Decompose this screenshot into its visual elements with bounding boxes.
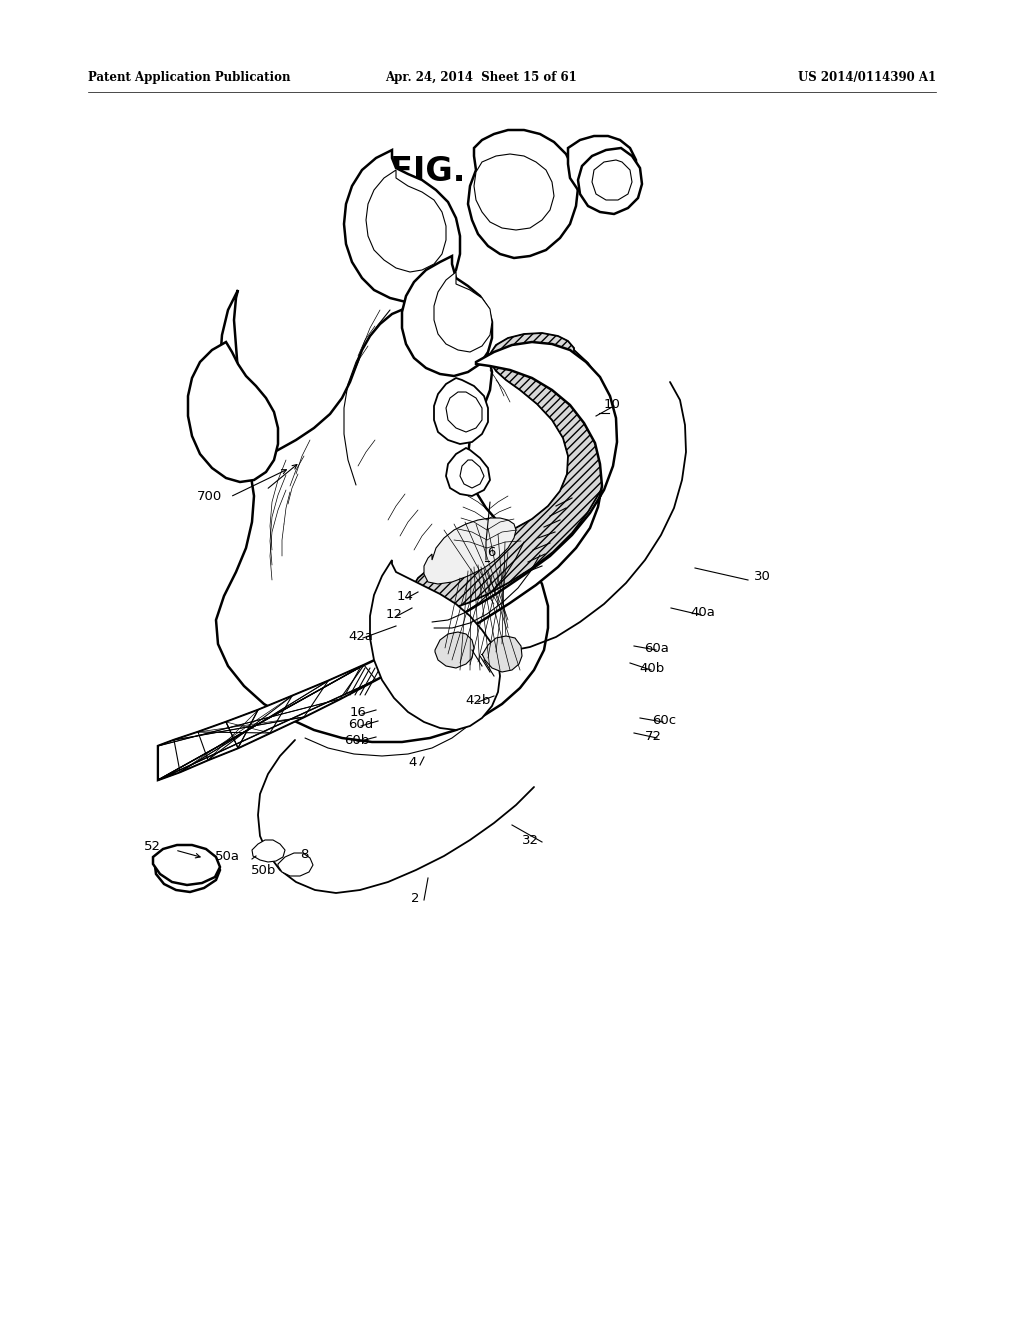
- Text: 40a: 40a: [690, 606, 715, 619]
- Polygon shape: [366, 170, 446, 272]
- Polygon shape: [434, 272, 492, 352]
- Polygon shape: [568, 136, 636, 198]
- Polygon shape: [412, 333, 614, 611]
- Text: 72: 72: [645, 730, 662, 742]
- Text: 16: 16: [350, 705, 367, 718]
- Text: Patent Application Publication: Patent Application Publication: [88, 71, 291, 84]
- Text: 60c: 60c: [652, 714, 676, 726]
- Polygon shape: [592, 160, 632, 201]
- Text: US 2014/0114390 A1: US 2014/0114390 A1: [798, 71, 936, 84]
- Polygon shape: [578, 148, 642, 214]
- Text: 10: 10: [604, 397, 621, 411]
- Text: 8: 8: [300, 847, 308, 861]
- Text: 50a: 50a: [215, 850, 240, 863]
- Text: 52: 52: [144, 841, 161, 854]
- Polygon shape: [188, 342, 278, 482]
- Polygon shape: [434, 378, 488, 444]
- Polygon shape: [153, 845, 220, 884]
- Text: Apr. 24, 2014  Sheet 15 of 61: Apr. 24, 2014 Sheet 15 of 61: [385, 71, 578, 84]
- Text: 50b: 50b: [251, 863, 276, 876]
- Text: 60b: 60b: [344, 734, 370, 747]
- Polygon shape: [460, 459, 484, 488]
- Polygon shape: [402, 256, 492, 376]
- Polygon shape: [474, 154, 554, 230]
- Polygon shape: [252, 840, 285, 862]
- Polygon shape: [158, 665, 376, 780]
- Text: 42b: 42b: [465, 693, 490, 706]
- Text: 6: 6: [487, 545, 496, 558]
- Polygon shape: [446, 392, 482, 432]
- Text: 700: 700: [197, 491, 222, 503]
- Text: FIG.  6: FIG. 6: [390, 154, 512, 187]
- Text: 2: 2: [411, 891, 419, 904]
- Polygon shape: [158, 342, 617, 780]
- Polygon shape: [370, 560, 500, 730]
- Polygon shape: [446, 447, 490, 496]
- Polygon shape: [424, 517, 516, 583]
- Text: 60d: 60d: [348, 718, 374, 730]
- Polygon shape: [482, 636, 522, 672]
- Text: 4: 4: [409, 755, 417, 768]
- Polygon shape: [155, 847, 220, 892]
- Text: 42a: 42a: [348, 631, 373, 644]
- Polygon shape: [435, 632, 474, 668]
- Text: 32: 32: [521, 833, 539, 846]
- Text: 60a: 60a: [644, 642, 669, 655]
- Polygon shape: [344, 150, 460, 302]
- Text: 30: 30: [754, 570, 771, 583]
- Polygon shape: [468, 129, 578, 257]
- Polygon shape: [216, 290, 548, 742]
- Text: 40b: 40b: [639, 661, 665, 675]
- Text: 12: 12: [386, 607, 403, 620]
- Polygon shape: [278, 853, 313, 876]
- Text: 14: 14: [397, 590, 414, 603]
